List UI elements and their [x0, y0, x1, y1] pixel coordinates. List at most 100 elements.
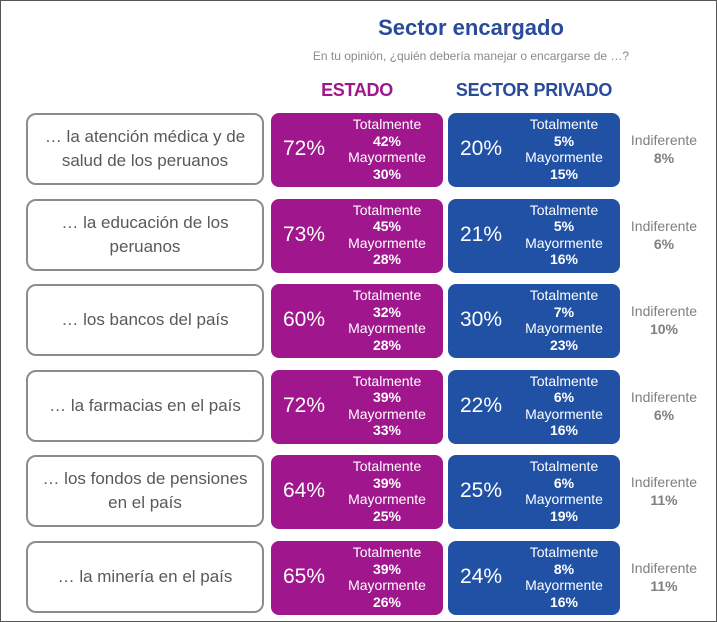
row-label: … la educación de los peruanos	[61, 212, 229, 256]
totally-label: Totalmente	[352, 116, 422, 132]
indifferent-cell: Indiferente 6%	[623, 388, 705, 424]
totally-label: Totalmente	[352, 287, 422, 304]
estado-total-value: 60%	[283, 308, 326, 332]
totally-value: 45%	[372, 218, 402, 235]
totally-value: 6%	[553, 474, 575, 491]
mostly-label: Mayormente	[525, 577, 603, 593]
privado-bar: 20% Totalmente 5% Mayormente 15%	[448, 113, 620, 187]
estado-bar: 72% Totalmente 39% Mayormente 33%	[271, 369, 443, 444]
totally-value: 5%	[553, 218, 575, 235]
row-label-box: … la educación de los peruanos	[26, 198, 264, 271]
table-row: … los bancos del país 60% Totalmente 32% May…	[1, 284, 717, 360]
privado-bar: 30% Totalmente 7% Mayormente 23%	[448, 284, 620, 359]
mostly-label: Mayormente	[525, 320, 603, 337]
indifferent-label: Indiferente	[630, 388, 698, 405]
mostly-label: Mayormente	[348, 149, 426, 165]
estado-bar: 72% Totalmente 42% Mayormente 30%	[271, 113, 443, 187]
totally-label: Totalmente	[529, 116, 599, 132]
totally-value: 39%	[372, 474, 402, 491]
indifferent-value: 10%	[649, 321, 679, 338]
totally-value: 42%	[372, 132, 402, 149]
indifferent-label: Indiferente	[630, 474, 698, 491]
indifferent-value: 11%	[650, 578, 678, 594]
chart-subtitle: En tu opinión, ¿quién debería manejar o …	[312, 49, 630, 63]
row-label: … los bancos del país	[61, 310, 229, 330]
estado-bar: 65% Totalmente 39% Mayormente 26%	[271, 541, 443, 615]
mostly-label: Mayormente	[348, 320, 426, 337]
column-header-sector-privado: SECTOR PRIVADO	[455, 80, 613, 100]
mostly-value: 33%	[372, 422, 402, 439]
totally-label: Totalmente	[529, 287, 599, 304]
totally-value: 8%	[553, 560, 575, 577]
estado-total-value: 73%	[283, 222, 326, 246]
privado-breakdown: Totalmente 8% Mayormente 16%	[516, 544, 612, 610]
totally-value: 39%	[372, 389, 402, 406]
estado-breakdown: Totalmente 42% Mayormente 30%	[339, 116, 435, 182]
privado-total-value: 24%	[460, 565, 503, 588]
row-label: … la farmacias en el país	[49, 395, 241, 415]
row-label: … la minería en el país	[57, 567, 233, 586]
privado-breakdown: Totalmente 6% Mayormente 16%	[516, 373, 612, 439]
indifferent-value: 6%	[653, 406, 675, 423]
totally-label: Totalmente	[529, 458, 599, 475]
estado-bar: 60% Totalmente 32% Mayormente 28%	[271, 284, 443, 359]
mostly-value: 28%	[372, 251, 402, 268]
privado-bar: 25% Totalmente 6% Mayormente 19%	[448, 455, 620, 530]
table-row: … la farmacias en el país 72% Totalmente 39…	[1, 369, 717, 446]
privado-breakdown: Totalmente 5% Mayormente 15%	[516, 116, 612, 182]
totally-label: Totalmente	[529, 201, 599, 218]
estado-breakdown: Totalmente 45% Mayormente 28%	[339, 202, 435, 268]
estado-total-value: 65%	[283, 565, 326, 588]
mostly-value: 16%	[549, 422, 579, 439]
totally-value: 39%	[372, 560, 402, 577]
totally-label: Totalmente	[352, 458, 422, 475]
privado-total-value: 21%	[460, 222, 503, 246]
mostly-label: Mayormente	[348, 491, 426, 508]
table-row: … los fondos de pensiones en el país 64% T…	[1, 455, 717, 531]
indifferent-label: Indiferente	[630, 217, 698, 234]
row-label-box: … los fondos de pensiones en el país	[26, 455, 264, 528]
privado-bar: 24% Totalmente 8% Mayormente 16%	[448, 541, 620, 615]
table-row: … la educación de los peruanos 73% Totalme…	[1, 198, 717, 275]
mostly-value: 25%	[372, 507, 402, 524]
mostly-value: 15%	[549, 165, 579, 182]
indifferent-cell: Indiferente 8%	[623, 131, 705, 167]
row-label: … los fondos de pensiones en el país	[42, 469, 248, 513]
totally-value: 5%	[553, 132, 575, 149]
row-label-box: … la farmacias en el país	[26, 369, 264, 442]
privado-breakdown: Totalmente 7% Mayormente 23%	[516, 287, 612, 353]
row-label-box: … la minería en el país	[26, 541, 264, 613]
totally-label: Totalmente	[529, 544, 599, 560]
estado-breakdown: Totalmente 39% Mayormente 25%	[339, 458, 435, 524]
totally-value: 6%	[553, 389, 575, 406]
privado-breakdown: Totalmente 5% Mayormente 16%	[516, 202, 612, 268]
mostly-label: Mayormente	[348, 234, 426, 251]
mostly-value: 23%	[549, 336, 579, 353]
totally-label: Totalmente	[352, 372, 422, 389]
estado-bar: 73% Totalmente 45% Mayormente 28%	[271, 198, 443, 273]
indifferent-value: 11%	[650, 492, 678, 509]
row-label-box: … los bancos del país	[26, 284, 264, 357]
chart-title: Sector encargado	[378, 15, 564, 40]
mostly-label: Mayormente	[525, 405, 603, 422]
indifferent-label: Indiferente	[630, 560, 698, 576]
indifferent-label: Indiferente	[630, 132, 698, 148]
indifferent-cell: Indiferente 10%	[623, 302, 705, 338]
mostly-value: 16%	[549, 593, 579, 610]
row-label-box: … la atención médica y de salud de los p…	[26, 113, 264, 185]
privado-bar: 21% Totalmente 5% Mayormente 16%	[448, 198, 620, 273]
privado-total-value: 30%	[460, 308, 503, 332]
mostly-label: Mayormente	[348, 405, 426, 422]
estado-breakdown: Totalmente 39% Mayormente 26%	[339, 544, 435, 610]
mostly-label: Mayormente	[525, 234, 603, 251]
estado-total-value: 72%	[283, 393, 326, 417]
privado-bar: 22% Totalmente 6% Mayormente 16%	[448, 369, 620, 444]
privado-total-value: 20%	[460, 137, 503, 160]
indifferent-cell: Indiferente 6%	[623, 217, 705, 253]
mostly-label: Mayormente	[348, 577, 426, 593]
estado-total-value: 64%	[283, 479, 326, 503]
totally-label: Totalmente	[352, 201, 422, 218]
totally-value: 32%	[372, 303, 402, 320]
privado-total-value: 25%	[460, 479, 503, 503]
